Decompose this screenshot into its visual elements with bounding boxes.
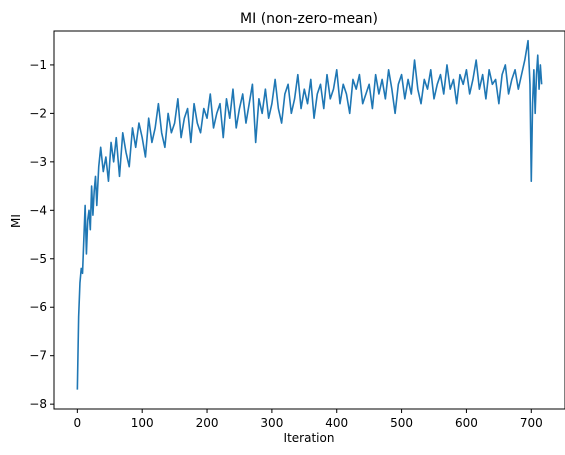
- y-tick-label: −8: [29, 397, 47, 411]
- x-tick-label: 100: [131, 416, 154, 430]
- x-tick-label: 500: [390, 416, 413, 430]
- y-tick-label: −2: [29, 106, 47, 120]
- plot-area: [76, 39, 543, 390]
- x-axis-ticks: 0 100 200 300 400 500 600 700: [74, 409, 543, 430]
- x-tick-label: 600: [455, 416, 478, 430]
- y-tick-label: −5: [29, 252, 47, 266]
- plot-frame: [53, 30, 565, 410]
- x-tick-label: 200: [196, 416, 219, 430]
- y-axis-ticks: −8 −7 −6 −5 −4 −3 −2 −1: [29, 58, 54, 411]
- x-tick-label: 300: [260, 416, 283, 430]
- y-tick-label: −7: [29, 349, 47, 363]
- chart-title: MI (non-zero-mean): [240, 11, 378, 27]
- x-tick-label: 400: [325, 416, 348, 430]
- x-tick-label: 0: [74, 416, 82, 430]
- y-tick-label: −3: [29, 155, 47, 169]
- y-tick-label: −6: [29, 300, 47, 314]
- y-tick-label: −1: [29, 58, 47, 72]
- series-line-0: [76, 39, 543, 390]
- x-axis-label: Iteration: [284, 431, 335, 445]
- y-axis-label: MI: [9, 214, 23, 228]
- x-tick-label: 700: [520, 416, 543, 430]
- y-tick-label: −4: [29, 203, 47, 217]
